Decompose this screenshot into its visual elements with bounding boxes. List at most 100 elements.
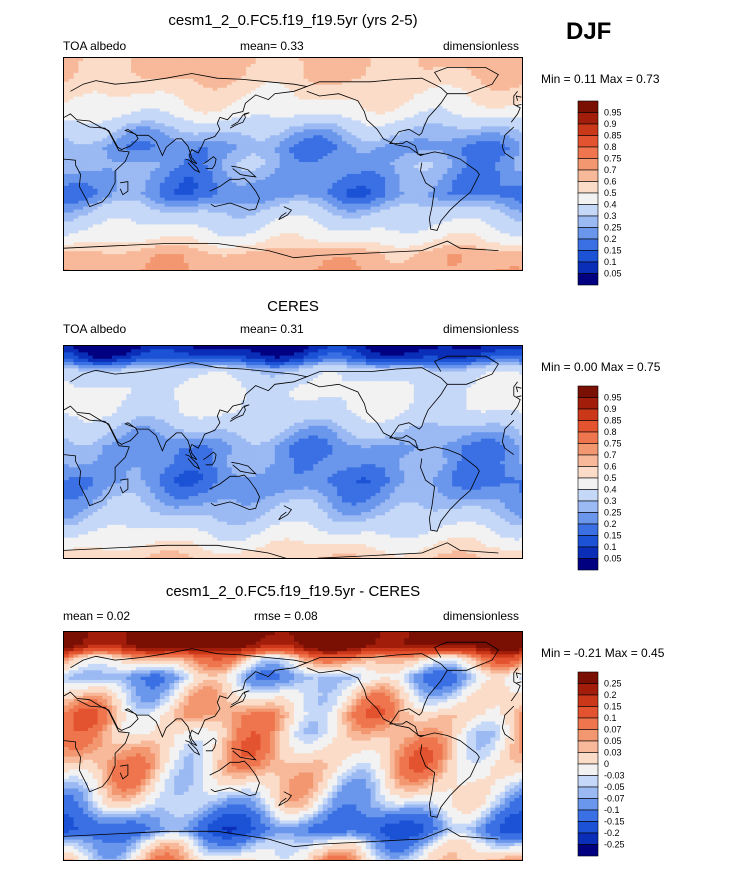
map-cell [183, 58, 190, 62]
map-cell [231, 144, 238, 148]
map-cell [385, 108, 391, 113]
map-cell [500, 90, 506, 95]
map-cell [341, 200, 348, 205]
map-cell [83, 144, 89, 148]
map-cell [447, 58, 453, 62]
map-cell [150, 182, 156, 187]
map-cell [442, 120, 448, 124]
map-cell [332, 162, 338, 166]
map-cell [260, 132, 266, 136]
map-cell [279, 126, 286, 130]
map-cell [294, 176, 300, 181]
map-cell [78, 129, 84, 133]
map-cell [308, 144, 314, 148]
map-cell [432, 102, 439, 107]
map-cell [241, 66, 247, 71]
map-cell [394, 108, 401, 113]
map-cell [504, 129, 511, 133]
map-cell [313, 188, 319, 193]
map-cell [212, 111, 218, 116]
map-cell [308, 96, 314, 101]
map-cell [179, 102, 185, 107]
map-cell [509, 162, 516, 166]
map-cell [351, 150, 357, 154]
map-cell [217, 182, 223, 187]
map-cell [97, 162, 103, 166]
map-cell [442, 162, 448, 166]
map-cell [298, 129, 305, 133]
map-cell [183, 159, 190, 163]
map-cell [284, 138, 290, 142]
map-cell [97, 147, 103, 151]
map-cell [255, 153, 262, 157]
map-cell [73, 173, 79, 178]
map-cell [83, 203, 89, 208]
map-cell [313, 99, 319, 104]
map-cell [111, 75, 118, 80]
map-cell [337, 90, 343, 95]
map-cell [332, 126, 338, 130]
map-cell [102, 165, 108, 169]
map-cell [241, 200, 247, 205]
map-cell [198, 96, 204, 101]
map-cell [207, 123, 214, 127]
map-cell [284, 58, 290, 62]
map-cell [217, 117, 223, 122]
map-cell [356, 123, 362, 127]
map-cell [399, 153, 405, 157]
map-cell [404, 188, 410, 193]
map-cell [183, 69, 190, 74]
map-cell [188, 176, 194, 181]
map-cell [155, 150, 161, 154]
map-cell [308, 159, 314, 163]
map-cell [341, 129, 348, 133]
map-cell [317, 105, 324, 110]
map-cell [437, 185, 444, 190]
map-cell [404, 117, 410, 122]
map-cell [126, 200, 132, 205]
map-cell [380, 156, 386, 160]
map-cell [198, 72, 204, 77]
map-cell [274, 144, 281, 148]
map-cell [198, 156, 204, 160]
map-cell [437, 90, 444, 95]
map-cell [351, 200, 357, 205]
map-cell [83, 102, 89, 107]
map-cell [174, 182, 180, 187]
map-cell [145, 114, 151, 119]
map-cell [270, 102, 276, 107]
map-cell [83, 60, 89, 65]
map-cell [308, 191, 314, 196]
map-cell [212, 135, 218, 139]
map-cell [159, 93, 166, 98]
map-cell [193, 96, 199, 101]
map-cell [476, 203, 482, 208]
map-cell [107, 165, 113, 169]
map-cell [73, 66, 79, 71]
map-cell [303, 179, 309, 184]
map-cell [135, 144, 142, 148]
map-cell [365, 203, 372, 208]
map-cell [519, 203, 522, 208]
map-cell [432, 173, 439, 178]
map-cell [361, 75, 367, 80]
map-cell [97, 81, 103, 86]
map-cell [423, 96, 429, 101]
map-cell [241, 194, 247, 199]
map-cell [303, 194, 309, 199]
map-cell [188, 156, 194, 160]
map-cell [452, 117, 458, 122]
map-cell [231, 162, 238, 166]
map-cell [409, 90, 415, 95]
map-cell [418, 147, 424, 151]
map-cell [447, 182, 453, 187]
map-cell [519, 170, 522, 175]
map-cell [174, 84, 180, 89]
map-cell [298, 111, 305, 116]
map-cell [504, 191, 511, 196]
map-cell [83, 75, 89, 80]
map-cell [490, 176, 496, 181]
map-cell [399, 66, 405, 71]
map-cell [217, 165, 223, 169]
map-cell [265, 108, 271, 113]
